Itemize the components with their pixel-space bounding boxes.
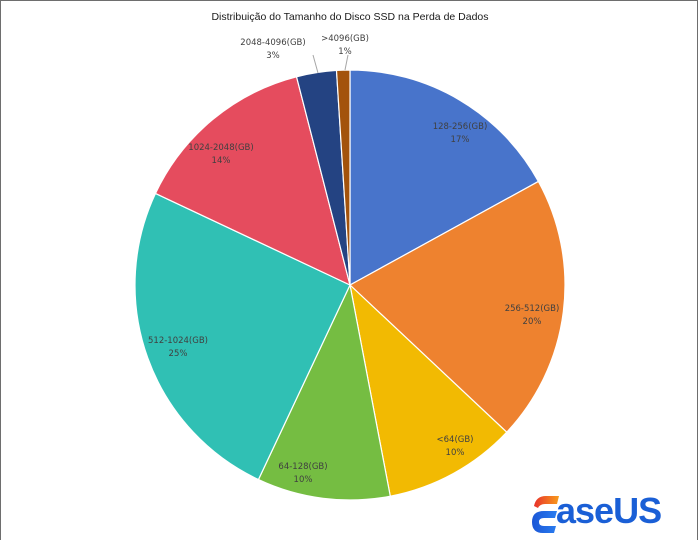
slice-percent: 20% xyxy=(523,317,542,327)
pie-slice xyxy=(348,180,566,434)
slice-label: 512-1024(GB) xyxy=(148,336,208,346)
pie-slice xyxy=(154,76,351,287)
slice-label: 2048-4096(GB) xyxy=(240,38,305,48)
leader-lines xyxy=(312,54,349,74)
slice-percent: 17% xyxy=(451,135,470,145)
slice-label: >4096(GB) xyxy=(321,34,369,44)
easeus-logo-icon xyxy=(532,496,559,533)
chart-title: Distribuição do Tamanho do Disco SSD na … xyxy=(211,11,489,23)
easeus-logo: aseUS xyxy=(530,488,690,536)
slice-percent: 3% xyxy=(266,51,280,61)
slice-label: 1024-2048(GB) xyxy=(188,143,253,153)
slice-label: <64(GB) xyxy=(437,435,474,445)
slice-label: 128-256(GB) xyxy=(433,122,488,132)
pie-slice xyxy=(349,69,540,287)
slice-percent: 25% xyxy=(169,349,188,359)
pie-slice xyxy=(335,69,351,286)
slice-percent: 14% xyxy=(212,156,231,166)
slice-percent: 10% xyxy=(294,475,313,485)
slice-label: 64-128(GB) xyxy=(278,462,327,472)
pie-slice xyxy=(134,192,351,481)
slice-percent: 1% xyxy=(338,47,352,57)
slice-label: 256-512(GB) xyxy=(505,304,560,314)
pie-slice xyxy=(349,283,508,497)
pie-slice xyxy=(257,283,391,501)
slice-percent: 10% xyxy=(446,448,465,458)
pie-slices xyxy=(134,69,566,501)
easeus-logo-text: aseUS xyxy=(556,490,662,531)
pie-labels: 128-256(GB) 17% 256-512(GB) 20% <64(GB) 10% 64… xyxy=(148,34,559,485)
